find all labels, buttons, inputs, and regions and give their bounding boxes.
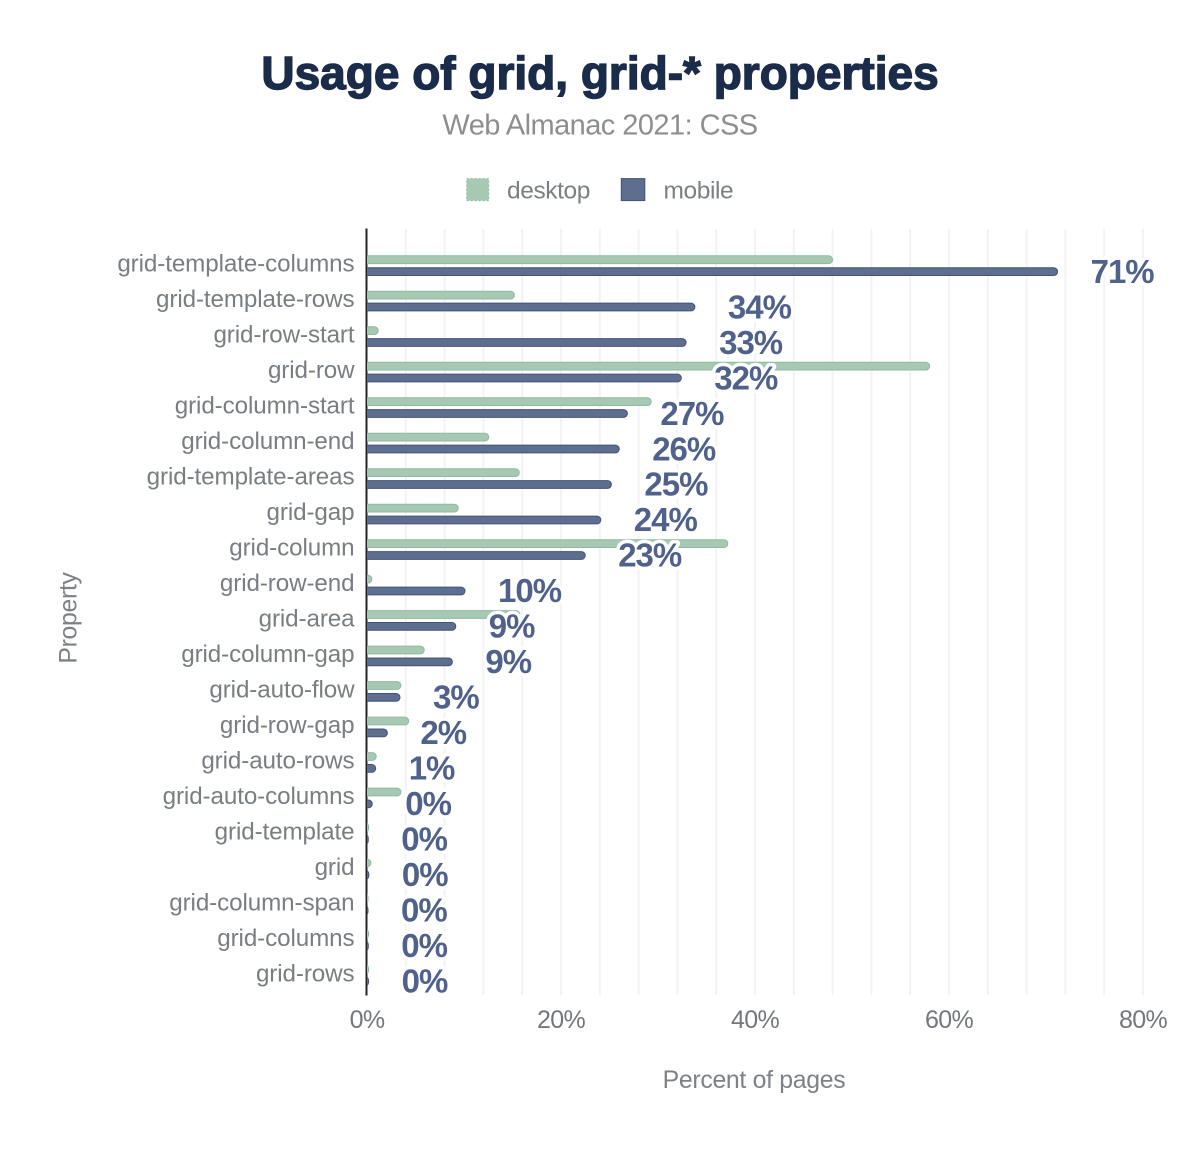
- svg-text:grid-row-gap: grid-row-gap: [220, 712, 355, 739]
- svg-text:Percent of pages: Percent of pages: [663, 1067, 846, 1094]
- svg-text:grid-template-rows: grid-template-rows: [156, 286, 354, 313]
- svg-text:grid-column-end: grid-column-end: [181, 428, 354, 455]
- svg-text:Web Almanac 2021: CSS: Web Almanac 2021: CSS: [442, 110, 757, 142]
- svg-text:grid-auto-flow: grid-auto-flow: [209, 677, 355, 704]
- svg-text:grid-template-columns: grid-template-columns: [117, 251, 354, 278]
- svg-text:grid-auto-rows: grid-auto-rows: [201, 748, 354, 775]
- svg-text:0%: 0%: [401, 821, 447, 858]
- svg-text:23%: 23%: [618, 537, 682, 574]
- svg-text:20%: 20%: [537, 1006, 585, 1034]
- svg-text:0%: 0%: [401, 892, 447, 929]
- svg-text:9%: 9%: [485, 643, 531, 680]
- svg-text:3%: 3%: [433, 679, 479, 716]
- svg-text:grid-auto-columns: grid-auto-columns: [163, 783, 355, 810]
- svg-text:71%: 71%: [1091, 253, 1155, 290]
- svg-text:0%: 0%: [350, 1006, 385, 1034]
- svg-text:26%: 26%: [652, 430, 716, 467]
- svg-text:40%: 40%: [731, 1006, 779, 1034]
- svg-text:1%: 1%: [409, 750, 455, 787]
- svg-text:Property: Property: [56, 571, 83, 663]
- svg-text:32%: 32%: [714, 359, 778, 396]
- svg-text:27%: 27%: [660, 395, 724, 432]
- svg-text:24%: 24%: [634, 501, 698, 538]
- svg-text:grid-row-end: grid-row-end: [220, 570, 355, 597]
- svg-text:60%: 60%: [925, 1006, 973, 1034]
- svg-text:80%: 80%: [1119, 1006, 1167, 1034]
- svg-text:34%: 34%: [728, 288, 792, 325]
- svg-text:0%: 0%: [402, 856, 448, 893]
- svg-text:grid-area: grid-area: [259, 606, 356, 633]
- svg-text:grid-column-start: grid-column-start: [175, 393, 355, 420]
- svg-text:0%: 0%: [402, 963, 448, 1000]
- svg-text:10%: 10%: [498, 572, 562, 609]
- svg-text:2%: 2%: [420, 714, 466, 751]
- svg-text:grid-column-span: grid-column-span: [169, 889, 354, 916]
- svg-text:grid-row-start: grid-row-start: [213, 322, 354, 349]
- svg-text:9%: 9%: [489, 608, 535, 645]
- svg-text:grid-rows: grid-rows: [256, 960, 355, 987]
- svg-text:0%: 0%: [405, 785, 451, 822]
- svg-text:grid-column-gap: grid-column-gap: [181, 641, 354, 668]
- svg-text:grid-row: grid-row: [268, 357, 355, 384]
- svg-text:grid-column: grid-column: [229, 535, 354, 562]
- svg-text:grid: grid: [315, 854, 355, 881]
- svg-text:grid-gap: grid-gap: [267, 499, 355, 526]
- svg-text:grid-columns: grid-columns: [217, 925, 354, 952]
- svg-text:Usage of grid, grid-* properti: Usage of grid, grid-* properties: [261, 47, 938, 99]
- svg-text:grid-template-areas: grid-template-areas: [147, 464, 355, 491]
- svg-text:25%: 25%: [644, 466, 708, 503]
- svg-text:0%: 0%: [401, 927, 447, 964]
- svg-text:grid-template: grid-template: [215, 818, 355, 845]
- svg-text:desktop: desktop: [507, 178, 590, 205]
- svg-text:mobile: mobile: [664, 178, 734, 205]
- svg-text:33%: 33%: [719, 324, 783, 361]
